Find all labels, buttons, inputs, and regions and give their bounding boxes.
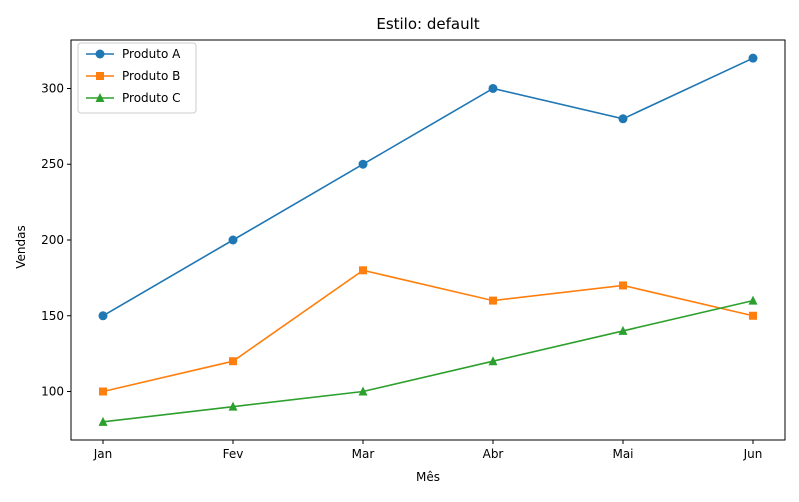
series-3-point (228, 401, 238, 411)
series-2-point (749, 311, 757, 320)
y-tick-label: 300 (41, 81, 64, 95)
series-2-point (359, 266, 367, 275)
series-1-point (98, 311, 108, 321)
y-tick-label: 150 (41, 309, 64, 323)
x-tick-label: Abr (483, 447, 504, 461)
y-tick-label: 100 (41, 385, 64, 399)
x-tick-label: Jan (93, 447, 113, 461)
series-2-point (619, 281, 627, 290)
series-1-point (618, 114, 628, 124)
series-1-point (488, 83, 498, 93)
series-2-line (102, 269, 754, 393)
series-2-point (229, 357, 237, 366)
legend-entry-label: Produto A (122, 47, 181, 61)
legend-entry-label: Produto B (122, 69, 180, 83)
y-tick-label: 250 (41, 157, 64, 171)
x-tick-label: Fev (223, 447, 244, 461)
series-3-point (358, 386, 368, 396)
plot-area: Jan Fev Mar Abr Mai Jun 100 150 200 250 300 (41, 39, 786, 461)
series-3-line (102, 299, 754, 423)
legend-box (77, 42, 197, 114)
series-1-point (358, 159, 368, 169)
x-tick-label: Mar (352, 447, 375, 461)
y-axis-label: Vendas (14, 225, 28, 269)
legend: Produto A Produto B Produto C (77, 42, 197, 114)
x-tick-label: Jun (743, 447, 763, 461)
series-1-point (748, 53, 758, 63)
chart-title: Estilo: default (376, 15, 479, 33)
series-1-point (228, 235, 238, 245)
x-tick-label: Mai (612, 447, 633, 461)
legend-entry-label: Produto C (122, 91, 181, 105)
series-3-point (748, 295, 758, 305)
y-tick-label: 200 (41, 233, 64, 247)
legend-marker (95, 49, 105, 59)
series-2-point (489, 296, 497, 305)
legend-marker (96, 72, 104, 80)
series-3-point (98, 416, 108, 426)
series-3-point (618, 325, 628, 335)
series-2-point (99, 387, 107, 396)
series-1-line (102, 57, 754, 317)
legend-marker (95, 93, 105, 102)
x-axis-label: Mês (416, 470, 440, 484)
series-3-point (488, 356, 498, 366)
